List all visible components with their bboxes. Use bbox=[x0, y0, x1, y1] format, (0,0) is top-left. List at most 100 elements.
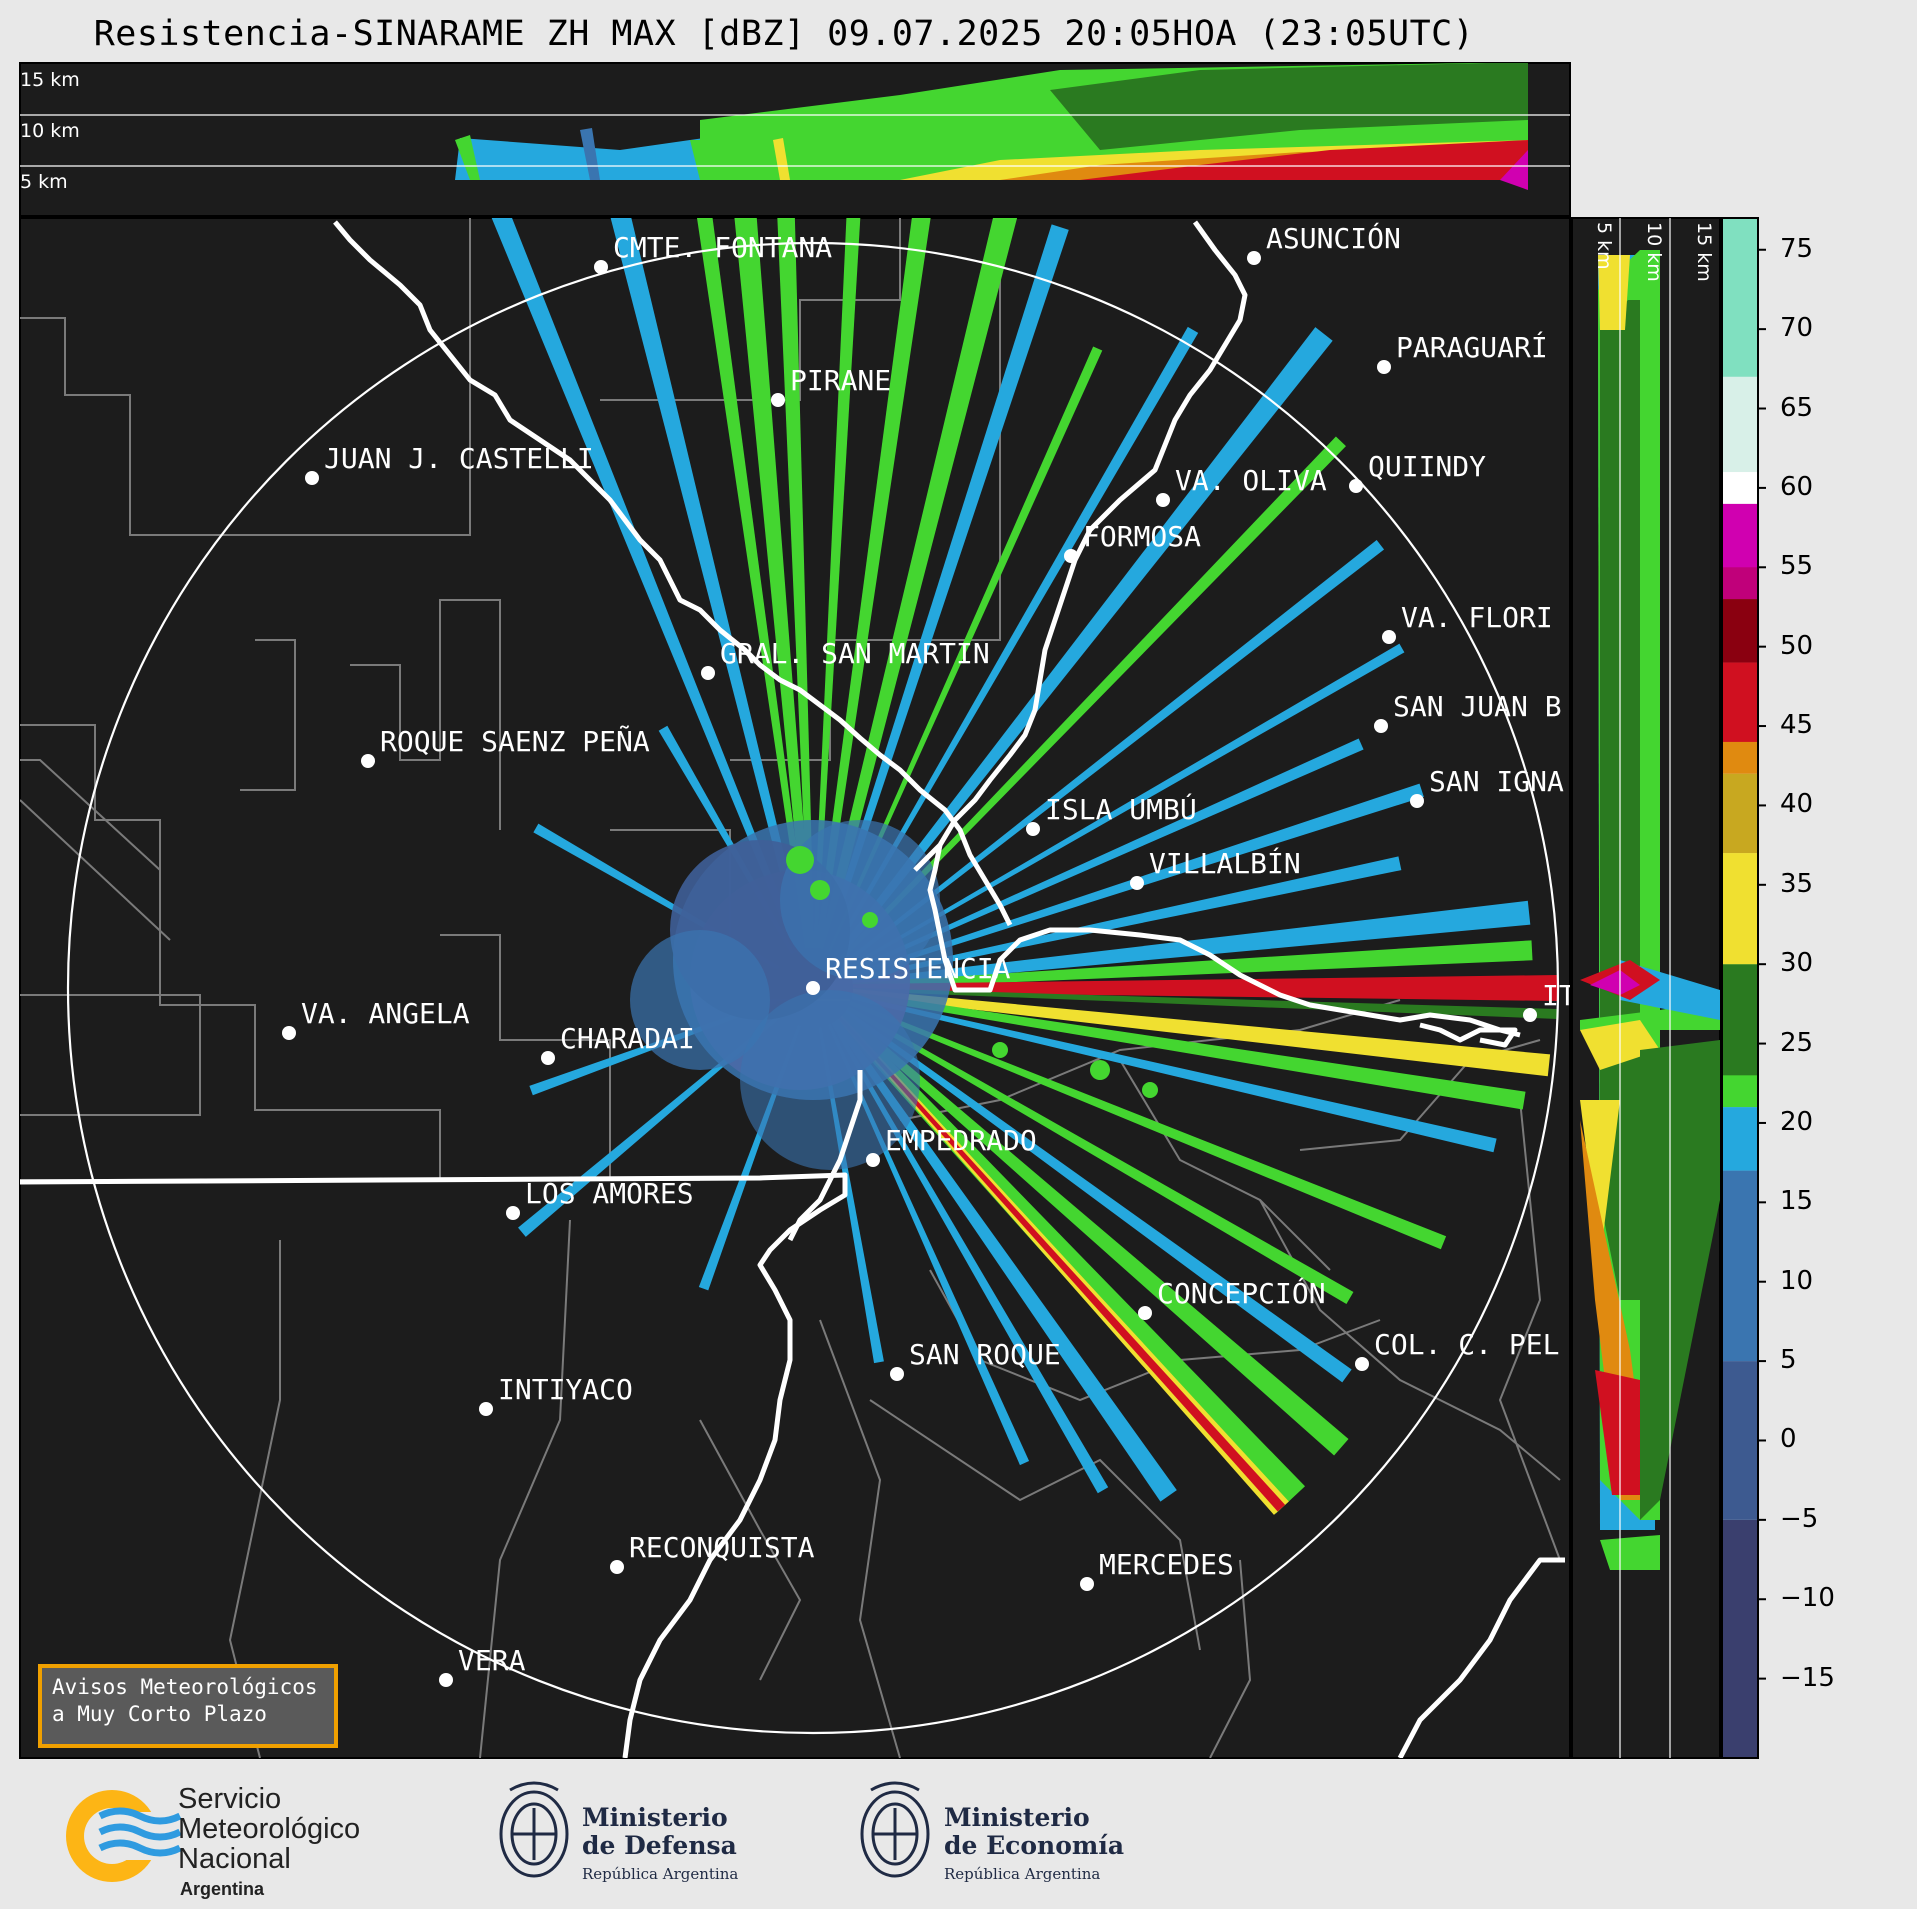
echo-cell bbox=[992, 1042, 1008, 1058]
smn-text: Servicio Meteorológico Nacional Argentin… bbox=[178, 1784, 360, 1904]
echo-spoke bbox=[843, 539, 1385, 965]
city-marker bbox=[610, 1560, 624, 1574]
colorbar-tick-label: 0 bbox=[1780, 1424, 1797, 1455]
echo-spoke bbox=[491, 218, 801, 953]
echo-cell bbox=[810, 880, 830, 900]
economia-line-2: de Economía bbox=[944, 1831, 1125, 1860]
echo-spoke bbox=[853, 975, 1558, 1001]
colorbar-tick-label: 60 bbox=[1780, 471, 1814, 502]
colorbar-tick-label: −10 bbox=[1780, 1583, 1835, 1614]
echo-spoke bbox=[841, 1011, 1349, 1456]
echo-spoke bbox=[697, 218, 810, 949]
city-label: VA. ANGELA bbox=[301, 997, 470, 1030]
city-label: CONCEPCIÓN bbox=[1157, 1276, 1326, 1310]
city-marker bbox=[506, 1206, 520, 1220]
echo-spoke bbox=[843, 1009, 1352, 1383]
top-label-5km: 5 km bbox=[20, 171, 68, 193]
smn-logo bbox=[66, 1790, 182, 1882]
echo-spoke bbox=[777, 218, 815, 949]
colorbar-tick-label: 35 bbox=[1780, 868, 1814, 899]
city-label: VA. FLORI bbox=[1401, 601, 1553, 634]
colorbar-band bbox=[1722, 218, 1758, 377]
echo-spoke bbox=[846, 643, 1405, 970]
city-label: EMPEDRADO bbox=[885, 1124, 1037, 1157]
city-label: SAN ROQUE bbox=[909, 1338, 1061, 1371]
colorbar-tick-label: 65 bbox=[1780, 392, 1814, 423]
city-marker bbox=[479, 1402, 493, 1416]
colorbar-band bbox=[1722, 853, 1758, 965]
city-label: ROQUE SAENZ PEÑA bbox=[380, 724, 650, 758]
city-label: QUIINDY bbox=[1368, 450, 1486, 483]
colorbar-tick-label: 30 bbox=[1780, 948, 1814, 979]
city-label: PIRANE bbox=[790, 364, 891, 397]
smn-line-2: Meteorológico bbox=[178, 1813, 361, 1845]
echo-spoke bbox=[822, 224, 1069, 951]
colorbar-tick-label: −15 bbox=[1780, 1662, 1835, 1693]
city-marker bbox=[1026, 822, 1040, 836]
city-label: MERCEDES bbox=[1099, 1548, 1234, 1581]
echo-spoke bbox=[833, 1019, 1177, 1502]
echo-clutter bbox=[780, 820, 940, 980]
echo-spoke bbox=[839, 436, 1346, 961]
colorbar bbox=[1722, 218, 1766, 1758]
city-label: FORMOSA bbox=[1083, 520, 1201, 553]
city-marker bbox=[866, 1153, 880, 1167]
echo-spoke bbox=[827, 346, 1103, 953]
city-marker bbox=[1080, 1577, 1094, 1591]
echo-spoke bbox=[848, 738, 1364, 974]
colorbar-tick-label: 25 bbox=[1780, 1027, 1814, 1058]
city-label: ASUNCIÓN bbox=[1266, 221, 1401, 255]
side-label-15km: 15 km bbox=[1693, 222, 1715, 282]
city-label: GRAL. SAN MARTIN bbox=[720, 637, 990, 670]
city-marker bbox=[771, 393, 785, 407]
economia-seal bbox=[860, 1781, 930, 1878]
city-label: ISLA UMBÚ bbox=[1045, 792, 1197, 826]
echo-spoke bbox=[849, 1001, 1447, 1250]
country-borders bbox=[20, 220, 1565, 1758]
echo-spoke bbox=[851, 994, 1497, 1153]
defensa-line-2: de Defensa bbox=[582, 1831, 737, 1860]
city-marker bbox=[439, 1673, 453, 1687]
smn-line-3: Nacional bbox=[178, 1843, 291, 1875]
colorbar-tick-label: 75 bbox=[1780, 233, 1814, 264]
avisos-button[interactable]: Avisos Meteorológicos a Muy Corto Plazo bbox=[38, 1664, 338, 1748]
city-marker bbox=[1374, 719, 1388, 733]
city-marker bbox=[1377, 360, 1391, 374]
colorbar-tick-label: 40 bbox=[1780, 789, 1814, 820]
colorbar-band bbox=[1722, 964, 1758, 1076]
echo-spoke bbox=[852, 987, 1558, 1019]
city-marker bbox=[1349, 479, 1363, 493]
colorbar-tick-label: 5 bbox=[1780, 1345, 1797, 1376]
colorbar-band bbox=[1722, 662, 1758, 742]
city-label: CHARADAI bbox=[560, 1022, 695, 1055]
colorbar-tick-label: 10 bbox=[1780, 1265, 1814, 1296]
economia-text: Ministerio de Economía República Argenti… bbox=[944, 1804, 1124, 1888]
echo-spoke bbox=[815, 218, 931, 949]
city-marker bbox=[1382, 630, 1396, 644]
defensa-line-1: Ministerio bbox=[582, 1803, 728, 1832]
smn-line-4: Argentina bbox=[180, 1879, 265, 1899]
economia-line-3: República Argentina bbox=[944, 1865, 1101, 1883]
colorbar-band bbox=[1722, 1361, 1758, 1520]
echo-cell bbox=[1090, 1060, 1110, 1080]
city-marker bbox=[1355, 1357, 1369, 1371]
city-marker bbox=[1156, 493, 1170, 507]
colorbar-tick-label: 50 bbox=[1780, 630, 1814, 661]
city-marker bbox=[701, 666, 715, 680]
echo-spoke bbox=[818, 218, 1018, 951]
echo-spoke bbox=[835, 327, 1333, 959]
colorbar-tick-label: 70 bbox=[1780, 313, 1814, 344]
city-marker bbox=[594, 260, 608, 274]
economia-line-1: Ministerio bbox=[944, 1803, 1090, 1832]
city-label: VERA bbox=[458, 1644, 526, 1677]
city-label: JUAN J. CASTELLI bbox=[324, 442, 594, 475]
colorbar-band bbox=[1722, 1107, 1758, 1171]
city-marker bbox=[1410, 794, 1424, 808]
colorbar-band bbox=[1722, 1519, 1758, 1758]
city-label: COL. C. PEL bbox=[1374, 1328, 1559, 1361]
echo-spoke bbox=[838, 1016, 1286, 1512]
city-marker bbox=[282, 1026, 296, 1040]
city-label: LOS AMORES bbox=[525, 1177, 694, 1210]
city-label: VILLALBÍN bbox=[1149, 846, 1301, 880]
